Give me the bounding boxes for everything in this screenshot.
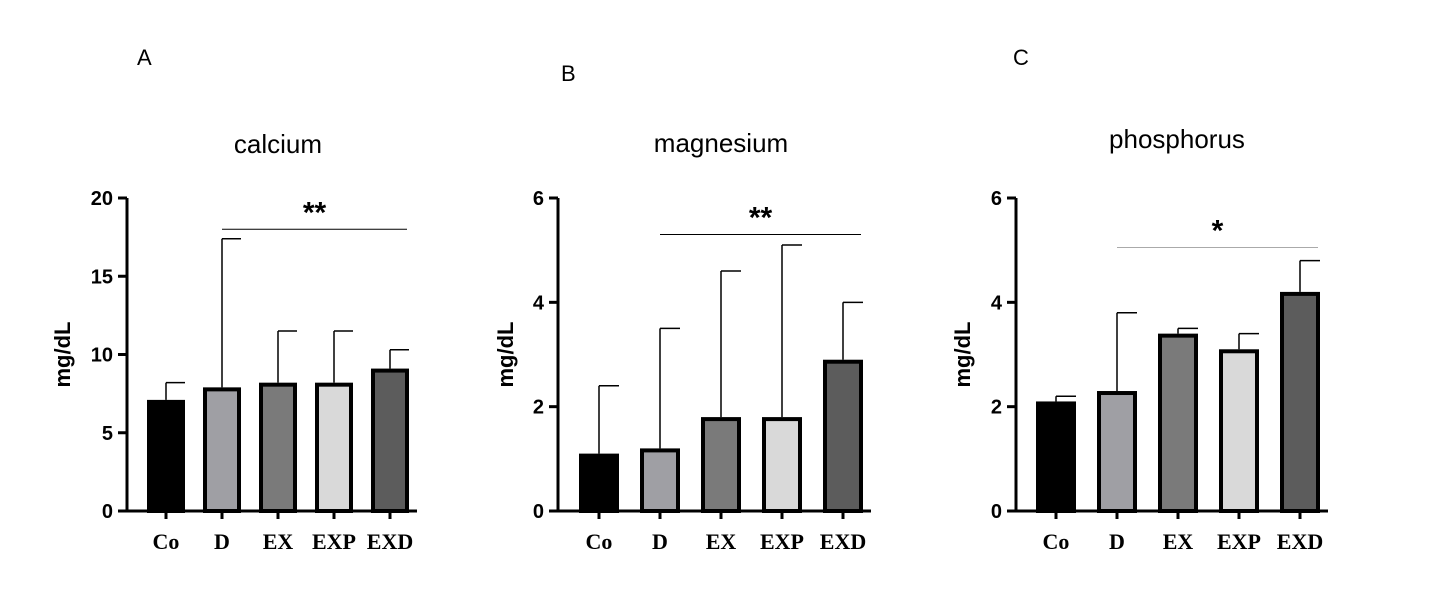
- y-tick-label: 20: [91, 188, 113, 210]
- y-axis-label: mg/dL: [50, 322, 75, 388]
- bar-d: [1097, 391, 1137, 513]
- bar-co: [147, 399, 185, 514]
- y-tick-label: 0: [991, 501, 1002, 523]
- y-tick-label: 2: [991, 397, 1002, 419]
- y-tick-label: 10: [91, 345, 113, 367]
- bar-exp: [315, 382, 353, 514]
- x-tick-label-exd: EXD: [1277, 529, 1323, 554]
- chart-title: phosphorus: [1109, 124, 1245, 154]
- x-tick-label-d: D: [1109, 529, 1125, 554]
- chart-title: calcium: [234, 129, 322, 159]
- panel-letter: B: [561, 61, 576, 86]
- x-tick-label-d: D: [652, 529, 668, 554]
- bar-exd: [371, 368, 409, 513]
- x-tick-label-ex: EX: [263, 529, 294, 554]
- y-tick-label: 4: [991, 292, 1003, 314]
- x-tick-label-co: Co: [153, 529, 180, 554]
- significance-label: *: [1212, 215, 1224, 248]
- x-tick-label-exp: EXP: [760, 529, 804, 554]
- x-tick-label-ex: EX: [706, 529, 737, 554]
- x-tick-label-ex: EX: [1163, 529, 1194, 554]
- significance-label: **: [303, 196, 327, 229]
- bar-ex: [259, 382, 297, 514]
- y-tick-label: 15: [91, 266, 113, 288]
- bar-exp: [762, 417, 802, 514]
- bar-exd: [1280, 291, 1320, 513]
- x-tick-label-exp: EXP: [1217, 529, 1261, 554]
- panel-letter: A: [137, 45, 152, 70]
- x-tick-label-co: Co: [586, 529, 613, 554]
- y-axis-label: mg/dL: [950, 322, 975, 388]
- x-tick-label-exp: EXP: [312, 529, 356, 554]
- significance-label: **: [749, 202, 773, 235]
- y-tick-label: 6: [991, 188, 1002, 210]
- x-tick-label-exd: EXD: [820, 529, 866, 554]
- x-tick-label-d: D: [214, 529, 230, 554]
- bar-d: [640, 448, 680, 513]
- y-axis-label: mg/dL: [493, 322, 518, 388]
- panel-letter: C: [1013, 45, 1029, 70]
- y-tick-label: 6: [533, 188, 544, 210]
- bar-ex: [701, 417, 741, 514]
- x-tick-label-co: Co: [1043, 529, 1070, 554]
- x-tick-label-exd: EXD: [367, 529, 413, 554]
- bar-d: [203, 387, 241, 513]
- bar-exp: [1219, 349, 1259, 513]
- bar-ex: [1158, 333, 1198, 513]
- bar-co: [1036, 401, 1076, 514]
- y-tick-label: 4: [533, 292, 545, 314]
- chart-title: magnesium: [654, 128, 788, 158]
- y-tick-label: 0: [102, 501, 113, 523]
- y-tick-label: 2: [533, 397, 544, 419]
- y-tick-label: 0: [533, 501, 544, 523]
- bar-co: [579, 453, 619, 514]
- y-tick-label: 5: [102, 423, 113, 445]
- bar-exd: [823, 359, 863, 514]
